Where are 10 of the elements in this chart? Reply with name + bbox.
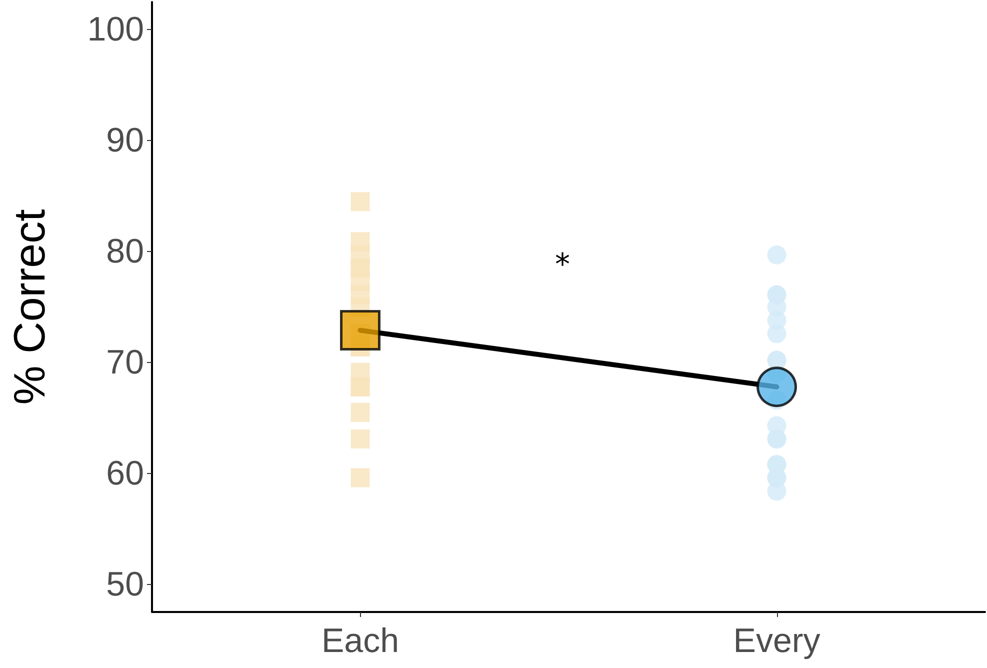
y-tick-label: 80 [106, 232, 144, 271]
x-tick-label: Every [733, 622, 820, 660]
y-tick-label: 100 [87, 10, 144, 49]
y-tick-label: 60 [106, 454, 144, 492]
y-tick-label: 50 [106, 565, 144, 604]
y-tick-label: 90 [106, 122, 144, 160]
annotation: * [555, 248, 570, 282]
y-axis-title: % Correct [6, 209, 54, 405]
y-tick-label: 70 [106, 343, 144, 382]
x-tick-label: Each [322, 622, 399, 660]
